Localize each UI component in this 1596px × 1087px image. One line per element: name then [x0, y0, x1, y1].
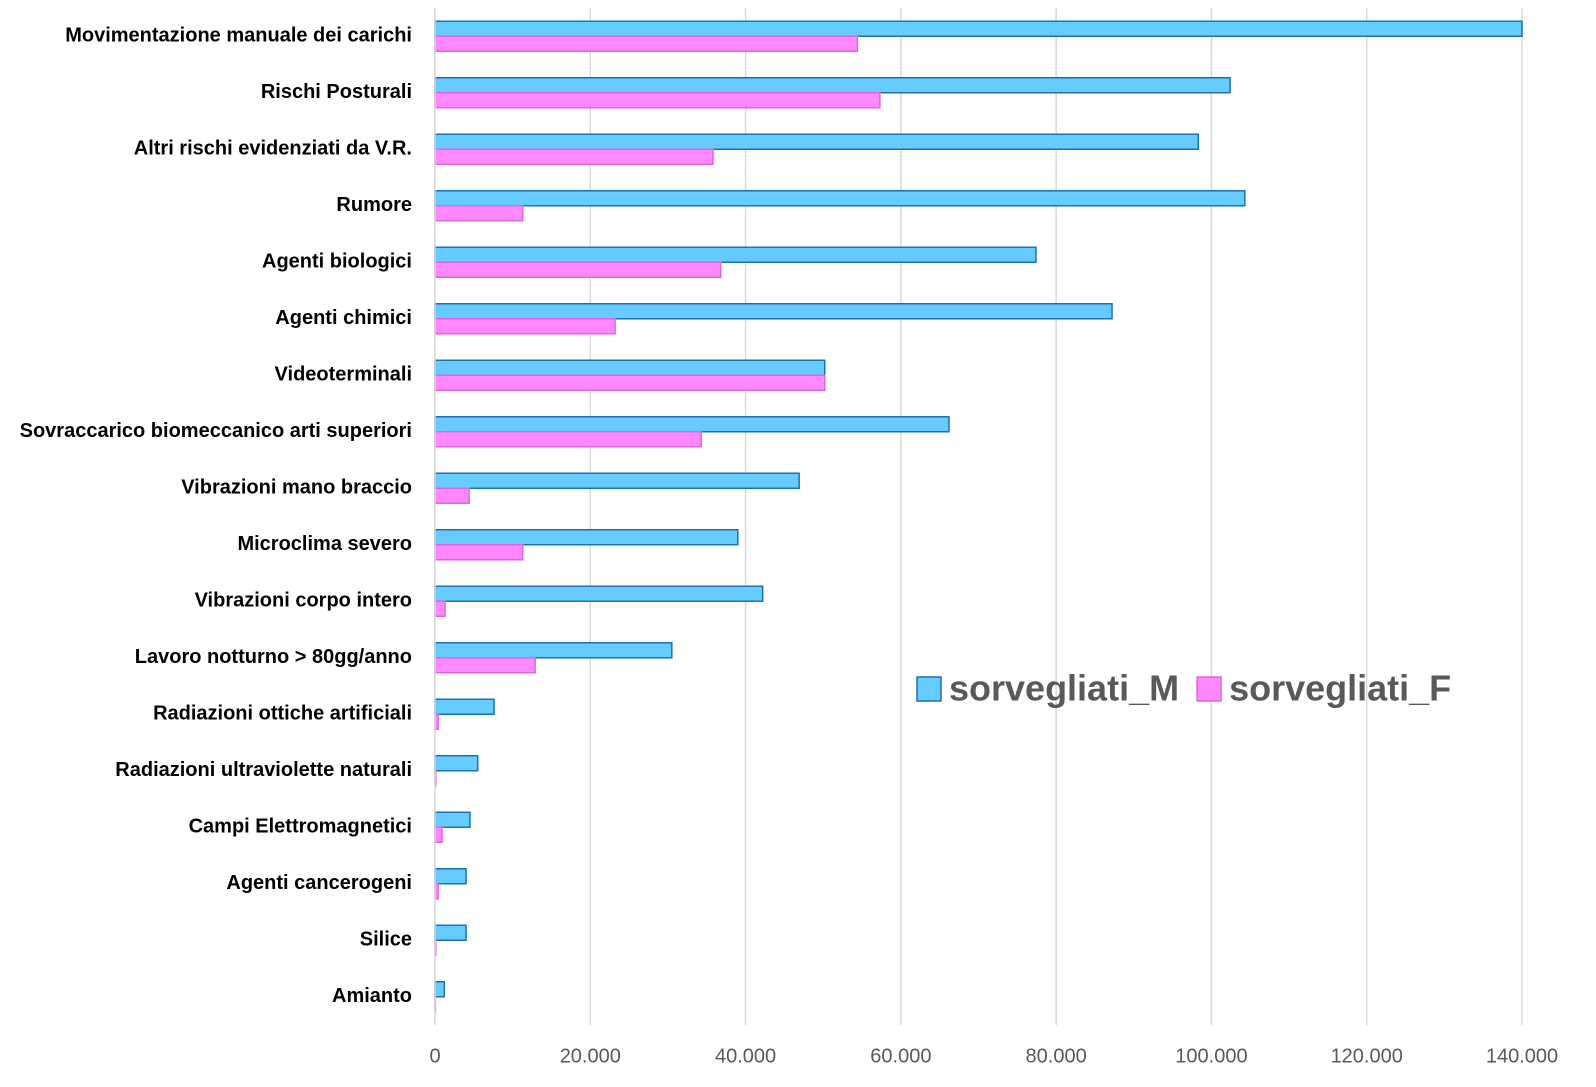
category-label: Amianto [332, 985, 412, 1007]
bar [434, 657, 536, 674]
bar [434, 981, 446, 998]
bar [434, 755, 479, 772]
bar [434, 35, 859, 52]
category-label: Rumore [336, 194, 412, 216]
category-label: Radiazioni ottiche artificiali [153, 703, 412, 725]
bar [434, 585, 764, 602]
bar [434, 20, 1523, 37]
category-label: Lavoro notturno > 80gg/anno [135, 646, 412, 668]
bar [434, 374, 826, 391]
x-tick-label: 120.000 [1331, 1045, 1403, 1067]
category-label: Agenti chimici [275, 307, 412, 329]
x-tick-label: 60.000 [870, 1045, 931, 1067]
category-label: Vibrazioni corpo intero [195, 590, 412, 612]
x-tick-label: 40.000 [715, 1045, 776, 1067]
bar [434, 133, 1199, 150]
bar [434, 148, 714, 165]
bar [434, 642, 673, 659]
category-label: Videoterminali [275, 364, 412, 386]
bar [434, 318, 616, 335]
bar [434, 544, 524, 561]
category-label: Movimentazione manuale dei carichi [65, 25, 412, 47]
bar [434, 529, 739, 546]
bar [434, 472, 800, 489]
bar [434, 205, 524, 222]
bar [434, 261, 722, 278]
bar [434, 600, 446, 617]
bar [434, 416, 950, 433]
legend-label: sorvegliati_F [1229, 668, 1451, 709]
category-label: Agenti biologici [262, 251, 412, 273]
category-label: Vibrazioni mano braccio [181, 477, 412, 499]
x-tick-label: 140.000 [1486, 1045, 1558, 1067]
category-label: Microclima severo [237, 533, 412, 555]
category-label: Altri rischi evidenziati da V.R. [134, 138, 412, 160]
bar [434, 246, 1037, 263]
x-tick-label: 100.000 [1175, 1045, 1247, 1067]
category-label: Sovraccarico biomeccanico arti superiori [20, 420, 412, 442]
bar [434, 431, 703, 448]
x-tick-label: 80.000 [1026, 1045, 1087, 1067]
category-label: Rischi Posturali [261, 81, 412, 103]
bar [434, 811, 471, 828]
x-tick-label: 0 [429, 1045, 440, 1067]
bar [434, 487, 470, 504]
legend-swatch [1196, 676, 1222, 702]
bar [434, 303, 1113, 320]
bar [434, 924, 467, 941]
bar [434, 359, 826, 376]
bar [434, 826, 443, 843]
bar [434, 190, 1246, 207]
x-tick-label: 20.000 [560, 1045, 621, 1067]
bar [434, 698, 495, 715]
bar [434, 92, 881, 109]
category-label: Agenti cancerogeni [226, 872, 412, 894]
legend-swatch [916, 676, 942, 702]
legend-label: sorvegliati_M [949, 668, 1179, 709]
bar [434, 868, 467, 885]
category-label: Silice [360, 929, 412, 951]
category-label: Campi Elettromagnetici [189, 816, 412, 838]
category-label: Radiazioni ultraviolette naturali [115, 759, 412, 781]
bar [434, 77, 1231, 94]
